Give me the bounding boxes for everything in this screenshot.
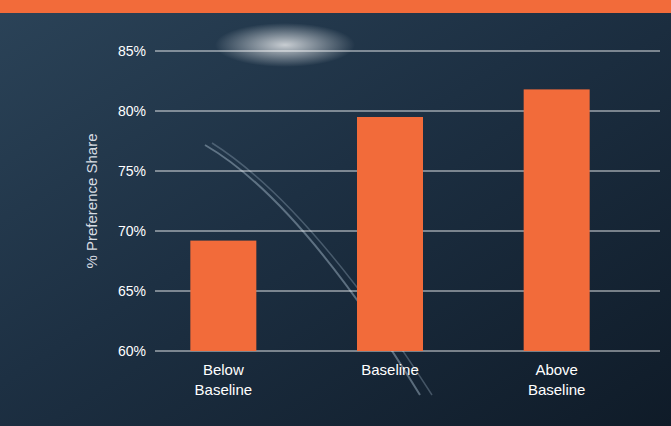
y-tick-label: 60% xyxy=(118,343,146,359)
grid-line xyxy=(155,51,660,52)
x-tick-label: Above Baseline xyxy=(528,361,586,398)
label-line: Baseline xyxy=(528,381,586,398)
header-bar xyxy=(0,0,671,13)
label-line: Baseline xyxy=(195,381,253,398)
y-tick-label: 80% xyxy=(118,103,146,119)
highlight xyxy=(215,23,355,67)
y-tick-label: 70% xyxy=(118,223,146,239)
bar xyxy=(190,241,256,351)
y-axis-label: % Preference Share xyxy=(83,133,100,268)
background xyxy=(0,0,671,426)
x-tick-label: Below Baseline xyxy=(195,361,253,398)
label-line: Below xyxy=(203,361,244,378)
bar xyxy=(357,117,423,351)
y-tick-label: 85% xyxy=(118,43,146,59)
bar xyxy=(524,89,590,351)
x-tick-label: Baseline xyxy=(361,361,419,378)
chart: 60% 65% 70% 75% 80% 85% % Preference Share Belo… xyxy=(0,0,671,426)
label-line: Baseline xyxy=(361,361,419,378)
label-line: Above xyxy=(535,361,578,378)
y-tick-label: 65% xyxy=(118,283,146,299)
bars xyxy=(190,89,589,351)
y-tick-label: 75% xyxy=(118,163,146,179)
